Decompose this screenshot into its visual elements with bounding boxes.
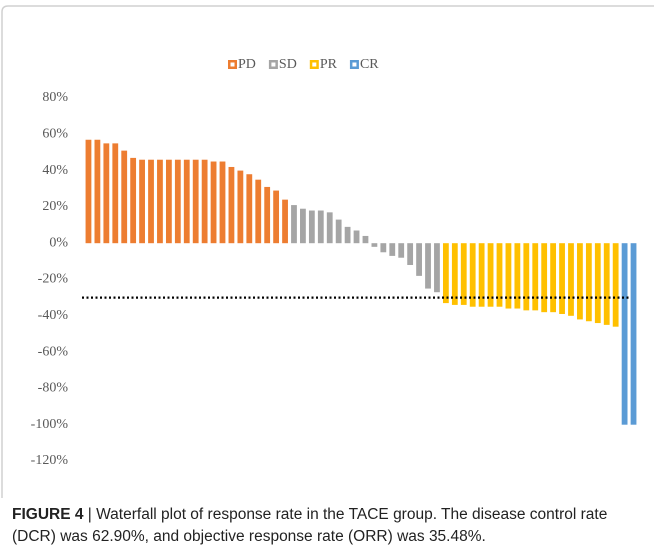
bar	[291, 205, 297, 244]
y-tick-label: -40%	[38, 308, 69, 323]
bar	[103, 143, 110, 244]
bar	[228, 166, 235, 244]
bar	[612, 243, 619, 327]
bar	[505, 243, 512, 309]
bar	[148, 159, 154, 244]
bar	[425, 243, 431, 289]
chart: 80% 60% 40% 20% 0% -20% -40% -60% -80% -100% -120%…	[1, 5, 654, 498]
bar	[523, 243, 530, 311]
bar	[416, 243, 422, 276]
bar	[344, 226, 351, 244]
bar	[192, 159, 199, 244]
bar	[300, 208, 306, 244]
bar	[112, 143, 119, 244]
bar	[165, 159, 172, 244]
bar	[317, 210, 324, 244]
bar	[541, 243, 548, 313]
y-tick-label: 80%	[42, 90, 68, 105]
caption-text: | Waterfall plot of response rate in the…	[12, 506, 608, 545]
frame	[1, 5, 654, 498]
bar	[174, 159, 181, 244]
caption: FIGURE 4 | Waterfall plot of response ra…	[12, 504, 648, 548]
legend-swatch-inner	[312, 62, 317, 67]
bar	[496, 243, 503, 307]
bar	[559, 243, 565, 314]
caption-label: FIGURE 4	[12, 506, 84, 523]
bar	[282, 199, 288, 244]
bar	[237, 170, 244, 244]
bar	[219, 161, 226, 244]
bar	[442, 243, 449, 304]
bar	[585, 243, 592, 322]
bar	[85, 139, 92, 244]
bar	[478, 243, 485, 307]
bar	[308, 210, 315, 244]
y-tick-label: -60%	[38, 344, 69, 359]
bar	[157, 159, 163, 244]
bar	[353, 230, 360, 244]
legend-label: CR	[360, 57, 379, 72]
bar	[130, 157, 137, 244]
bar	[183, 159, 190, 244]
bar	[594, 243, 601, 324]
bar	[603, 243, 610, 325]
bar	[389, 243, 396, 256]
y-tick-label: 60%	[42, 127, 68, 142]
y-tick-label: 40%	[42, 163, 68, 178]
bar	[246, 174, 253, 244]
bar	[487, 243, 494, 307]
bar	[380, 243, 387, 253]
y-tick-label: -20%	[38, 272, 69, 287]
legend-label: PD	[238, 57, 256, 72]
bar	[255, 179, 262, 244]
y-tick-label: 0%	[49, 235, 68, 250]
y-tick-label: -80%	[38, 381, 69, 396]
legend-swatch-inner	[230, 62, 235, 67]
bar	[335, 219, 342, 244]
bar	[371, 243, 378, 247]
bar	[469, 243, 476, 307]
legend-label: SD	[279, 57, 297, 72]
bar	[407, 243, 414, 265]
bar	[460, 243, 467, 305]
bar	[451, 243, 458, 305]
legend-swatch-inner	[271, 62, 276, 67]
bar	[121, 150, 128, 244]
bar	[621, 243, 628, 425]
y-tick-label: -120%	[31, 453, 69, 468]
bar	[273, 190, 280, 244]
bar	[532, 243, 539, 311]
bar	[210, 161, 217, 244]
bar	[514, 243, 521, 309]
bar	[264, 186, 271, 244]
bar	[201, 159, 208, 244]
bar	[434, 243, 440, 293]
bar	[550, 243, 557, 313]
bar	[398, 243, 405, 258]
y-tick-label: -100%	[31, 417, 69, 432]
legend-label: PR	[320, 57, 338, 72]
bar	[326, 212, 333, 244]
bar	[139, 159, 145, 244]
y-tick-label: 20%	[42, 199, 68, 214]
bar	[94, 139, 101, 244]
legend-swatch-inner	[352, 62, 357, 67]
bar	[362, 235, 369, 244]
bar	[568, 243, 574, 316]
bar	[577, 243, 583, 320]
bar	[630, 243, 637, 425]
